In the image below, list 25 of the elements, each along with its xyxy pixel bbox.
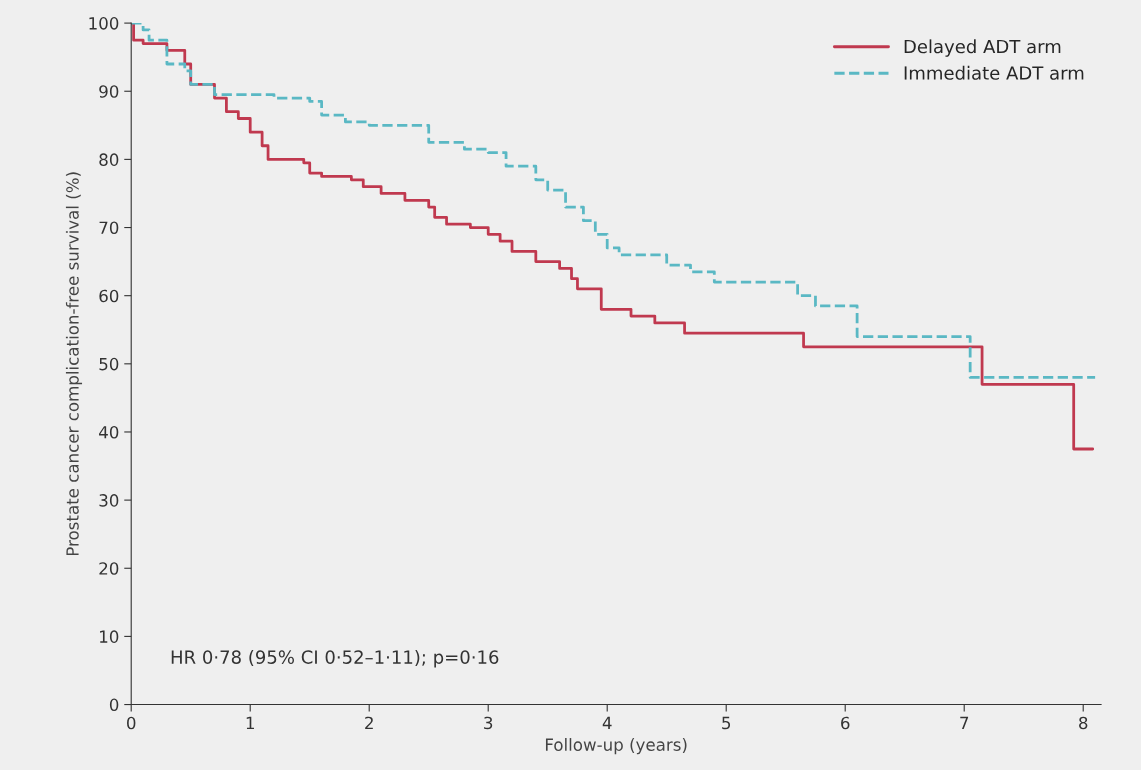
y-tick-label: 0 [109,698,119,712]
y-tick-label: 40 [99,425,119,439]
x-tick-label: 4 [602,716,612,730]
x-tick-label: 2 [365,716,373,730]
legend-label: Delayed ADT arm [904,39,1061,57]
y-tick-label: 90 [99,85,119,98]
x-tick-label: 3 [484,716,493,730]
y-tick-label: 30 [99,494,119,507]
x-tick-label: 6 [841,716,850,730]
x-tick-label: 7 [960,716,969,730]
y-tick-label: 80 [99,153,119,166]
x-tick-label: 8 [1079,716,1088,730]
y-tick-label: 10 [100,630,119,643]
annotation: HR 0·78 (95% CI 0·52–1·11); p=0·16 [171,649,499,668]
x-tick-label: 5 [722,716,731,730]
y-tick-label: 60 [99,289,119,303]
y-tick-label: 50 [99,357,119,371]
x-tick-label: 0 [127,716,136,730]
y-tick-label: 20 [99,562,119,575]
x-tick-label: 1 [246,716,254,730]
y-axis-title: Prostate cancer complication-free survival (%) [65,172,83,556]
y-tick-label: 70 [99,221,119,235]
x-axis-title: Follow-up (years) [545,738,687,755]
y-tick-label: 100 [89,17,119,30]
legend-label: Immediate ADT arm [904,65,1084,80]
